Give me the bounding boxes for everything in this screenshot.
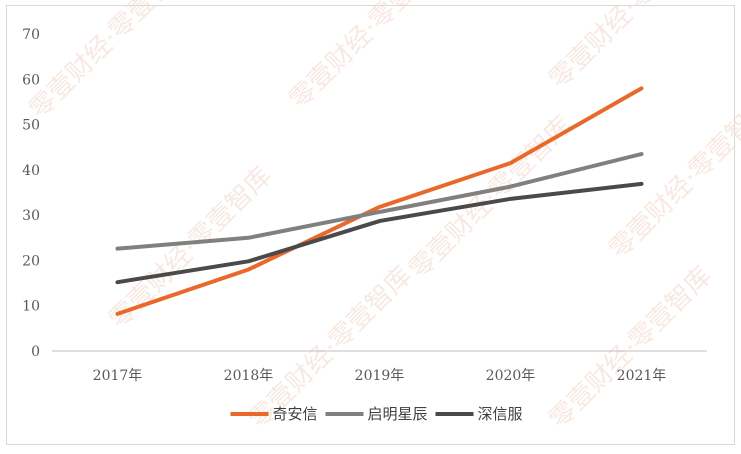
- x-tick-label: 2018年: [224, 368, 274, 384]
- legend-label: 深信服: [478, 405, 523, 423]
- x-tick-label: 2020年: [486, 368, 536, 384]
- x-tick-label: 2019年: [355, 368, 405, 384]
- series-line-1: [115, 86, 644, 316]
- watermark-text: 零壹财经·零壹智库: [404, 111, 578, 285]
- watermark-text: 零壹财经·零壹智库: [544, 0, 718, 95]
- legend: 奇安信 启明星辰 深信服: [230, 405, 523, 423]
- x-tick-label: 2021年: [617, 368, 667, 384]
- y-tick-label: 50: [22, 118, 40, 134]
- watermark-text: 零壹财经·零壹智库: [284, 0, 458, 115]
- y-tick-label: 10: [22, 299, 40, 315]
- watermark-text: 零壹财经·零壹智库: [24, 0, 198, 125]
- legend-item: 奇安信: [230, 405, 318, 423]
- watermark-text: 零壹财经·零壹智库: [604, 91, 741, 265]
- series-line-2: [115, 152, 644, 251]
- x-axis-ticks: 2017年 2018年 2019年 2020年 2021年: [93, 368, 667, 384]
- x-tick-label: 2017年: [93, 368, 143, 384]
- y-tick-label: 20: [22, 253, 40, 269]
- legend-label: 奇安信: [273, 405, 318, 423]
- watermark-text: 零壹财经·零壹智库: [544, 261, 718, 435]
- series-lines: [115, 86, 644, 316]
- y-tick-label: 0: [31, 344, 40, 360]
- series-line-3: [115, 181, 644, 285]
- y-tick-label: 30: [22, 208, 40, 224]
- y-tick-label: 60: [22, 72, 40, 88]
- legend-label: 启明星辰: [368, 405, 428, 423]
- legend-item: 启明星辰: [325, 405, 428, 423]
- legend-item: 深信服: [435, 405, 523, 423]
- y-tick-label: 70: [22, 27, 40, 43]
- y-axis-ticks: 0 10 20 30 40 50 60 70: [22, 27, 40, 360]
- y-tick-label: 40: [22, 163, 40, 179]
